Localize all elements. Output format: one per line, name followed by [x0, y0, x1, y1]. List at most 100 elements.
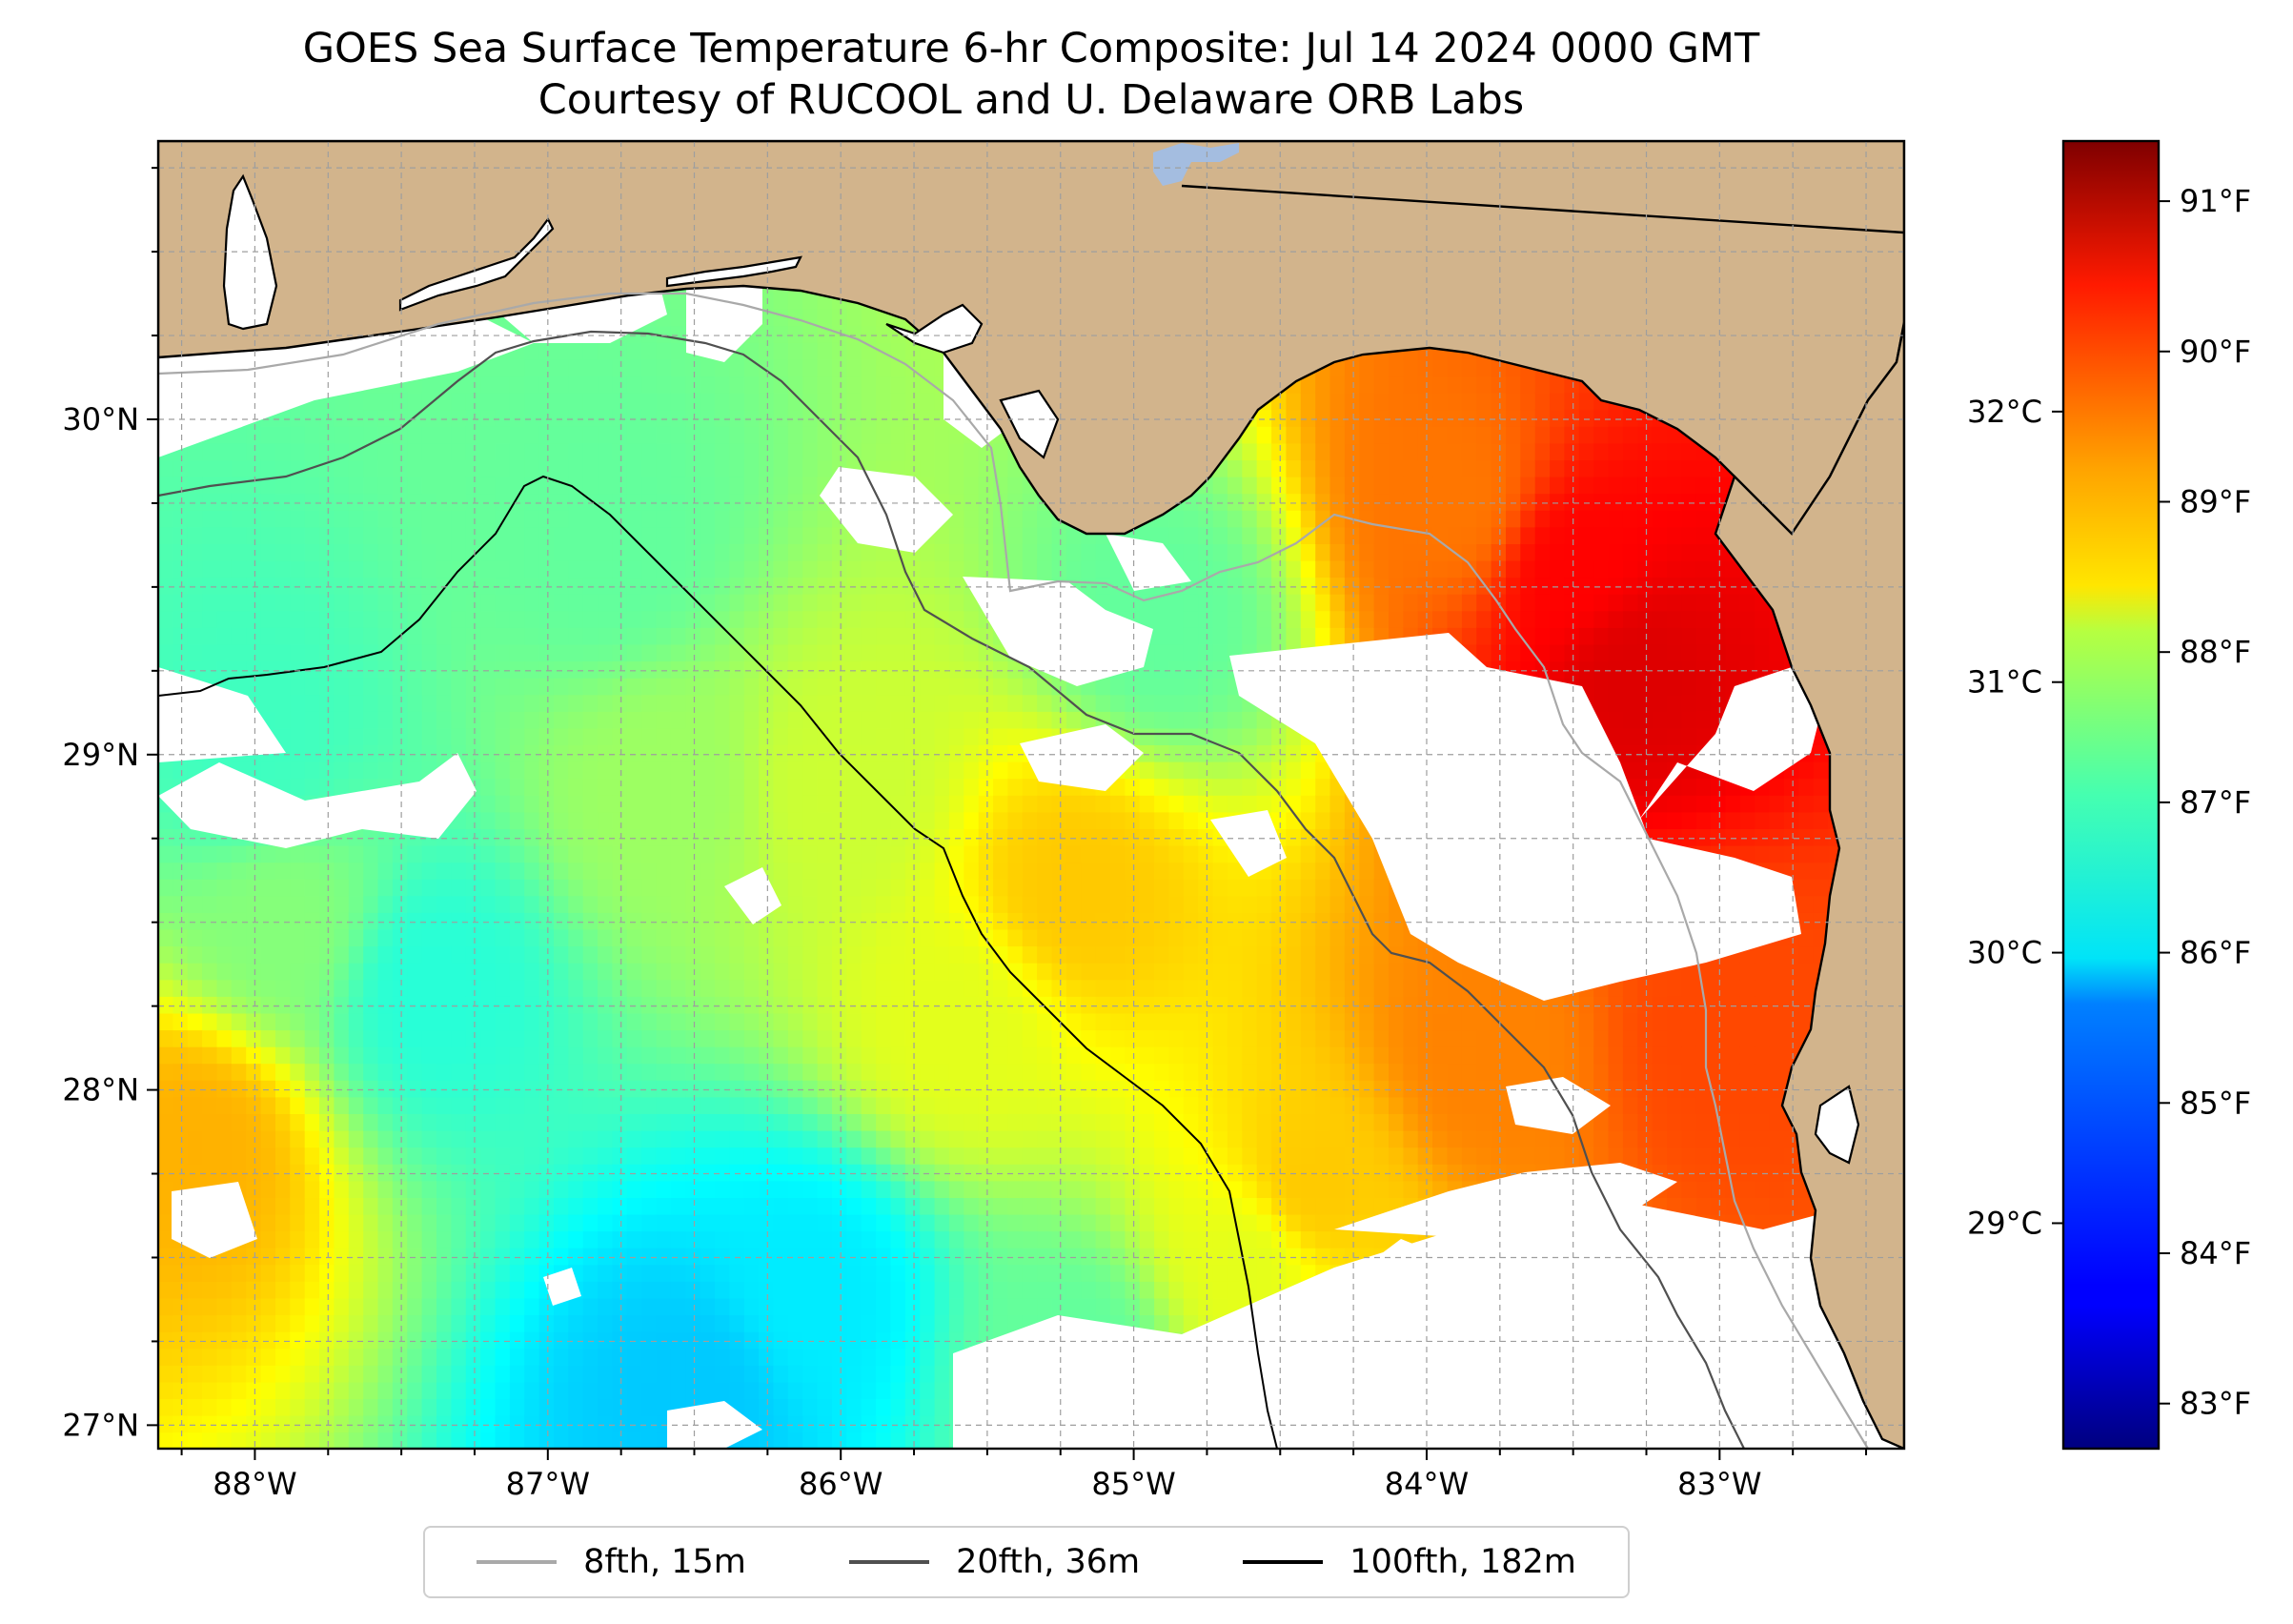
sst-cell — [524, 1063, 540, 1081]
sst-cell — [890, 778, 906, 796]
sst-cell — [436, 895, 453, 913]
sst-cell — [246, 1314, 262, 1332]
sst-cell — [1037, 1297, 1053, 1316]
sst-cell — [554, 727, 570, 745]
sst-cell — [392, 1330, 409, 1350]
sst-cell — [759, 459, 775, 477]
sst-cell — [554, 1063, 570, 1081]
sst-cell — [568, 342, 584, 360]
sst-cell — [465, 1431, 481, 1449]
sst-cell — [216, 1045, 233, 1065]
sst-cell — [495, 610, 511, 628]
sst-cell — [363, 627, 379, 645]
sst-cell — [451, 979, 467, 997]
sst-cell — [685, 459, 701, 477]
sst-cell — [743, 643, 760, 662]
sst-cell — [582, 643, 599, 662]
sst-cell — [656, 811, 672, 829]
sst-cell — [670, 358, 687, 377]
sst-cell — [319, 1063, 335, 1081]
sst-cell — [993, 1029, 1009, 1047]
sst-cell — [641, 1247, 658, 1266]
sst-cell — [656, 358, 672, 377]
sst-cell — [334, 711, 350, 729]
sst-cell — [260, 577, 276, 595]
sst-cell — [363, 744, 379, 762]
sst-cell — [377, 1381, 394, 1399]
sst-cell — [319, 1197, 335, 1215]
sst-cell — [715, 1080, 731, 1098]
sst-cell — [598, 711, 614, 729]
sst-cell — [743, 593, 760, 612]
sst-cell — [715, 1029, 731, 1047]
sst-cell — [216, 912, 233, 930]
sst-cell — [759, 694, 775, 712]
sst-cell — [948, 1080, 965, 1098]
sst-cell — [495, 1365, 511, 1383]
sst-cell — [172, 593, 189, 612]
sst-cell — [319, 1330, 335, 1350]
sst-cell — [656, 761, 672, 780]
sst-cell — [582, 1045, 599, 1065]
sst-cell — [231, 1414, 247, 1433]
sst-cell — [876, 1213, 892, 1232]
sst-cell — [978, 1247, 994, 1266]
sst-cell — [598, 1063, 614, 1081]
sst-cell — [787, 1164, 804, 1182]
sst-cell — [832, 1264, 848, 1282]
sst-cell — [348, 1330, 364, 1350]
sst-cell — [743, 1129, 760, 1148]
sst-cell — [598, 1431, 614, 1449]
sst-cell — [363, 1398, 379, 1416]
sst-cell — [685, 1297, 701, 1316]
sst-cell — [554, 677, 570, 696]
sst-cell — [216, 962, 233, 981]
sst-cell — [787, 878, 804, 897]
sst-cell — [802, 677, 819, 696]
sst-cell — [920, 1045, 936, 1065]
sst-cell — [260, 1431, 276, 1449]
sst-cell — [729, 1365, 745, 1383]
sst-cell — [363, 1431, 379, 1449]
sst-cell — [158, 1398, 174, 1416]
sst-cell — [568, 1129, 584, 1148]
sst-cell — [231, 493, 247, 511]
sst-cell — [773, 510, 789, 528]
sst-cell — [641, 1348, 658, 1366]
sst-cell — [480, 1096, 497, 1114]
sst-cell — [948, 945, 965, 964]
sst-cell — [246, 1431, 262, 1449]
sst-cell — [202, 1147, 218, 1165]
sst-cell — [436, 493, 453, 511]
sst-cell — [290, 1197, 306, 1215]
sst-cell — [626, 1297, 642, 1316]
sst-cell — [787, 643, 804, 662]
sst-cell — [846, 1247, 862, 1266]
sst-cell — [1051, 795, 1067, 813]
sst-cell — [773, 844, 789, 863]
sst-cell — [802, 1398, 819, 1416]
sst-cell — [964, 1096, 980, 1114]
sst-cell — [334, 1381, 350, 1399]
sst-cell — [304, 677, 320, 696]
sst-cell — [670, 828, 687, 846]
sst-cell — [260, 928, 276, 947]
sst-cell — [743, 510, 760, 528]
sst-cell — [729, 795, 745, 813]
sst-cell — [465, 1197, 481, 1215]
sst-cell — [787, 1029, 804, 1047]
sst-cell — [934, 643, 950, 662]
sst-cell — [773, 828, 789, 846]
sst-cell — [876, 778, 892, 796]
sst-cell — [524, 1096, 540, 1114]
sst-cell — [993, 1230, 1009, 1248]
sst-cell — [715, 543, 731, 561]
sst-cell — [421, 1348, 437, 1366]
sst-cell — [641, 1147, 658, 1165]
sst-cell — [554, 426, 570, 444]
sst-cell — [582, 761, 599, 780]
sst-cell — [964, 1197, 980, 1215]
sst-cell — [290, 526, 306, 544]
sst-cell — [290, 945, 306, 964]
sst-cell — [509, 1381, 526, 1399]
